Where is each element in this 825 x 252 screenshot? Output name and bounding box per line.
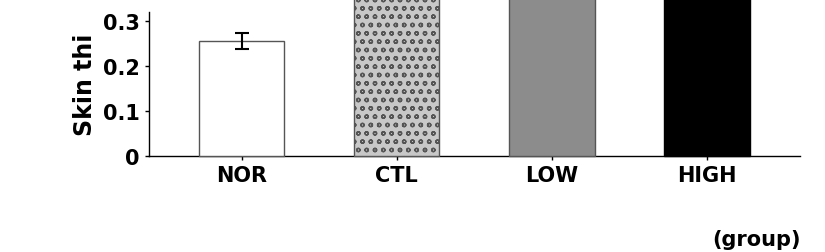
Bar	[664, 0, 750, 156]
Text: (group): (group)	[712, 230, 800, 249]
Bar	[509, 0, 595, 156]
Bar	[199, 42, 285, 156]
Bar	[354, 0, 440, 156]
Y-axis label: Skin thi: Skin thi	[73, 34, 97, 135]
